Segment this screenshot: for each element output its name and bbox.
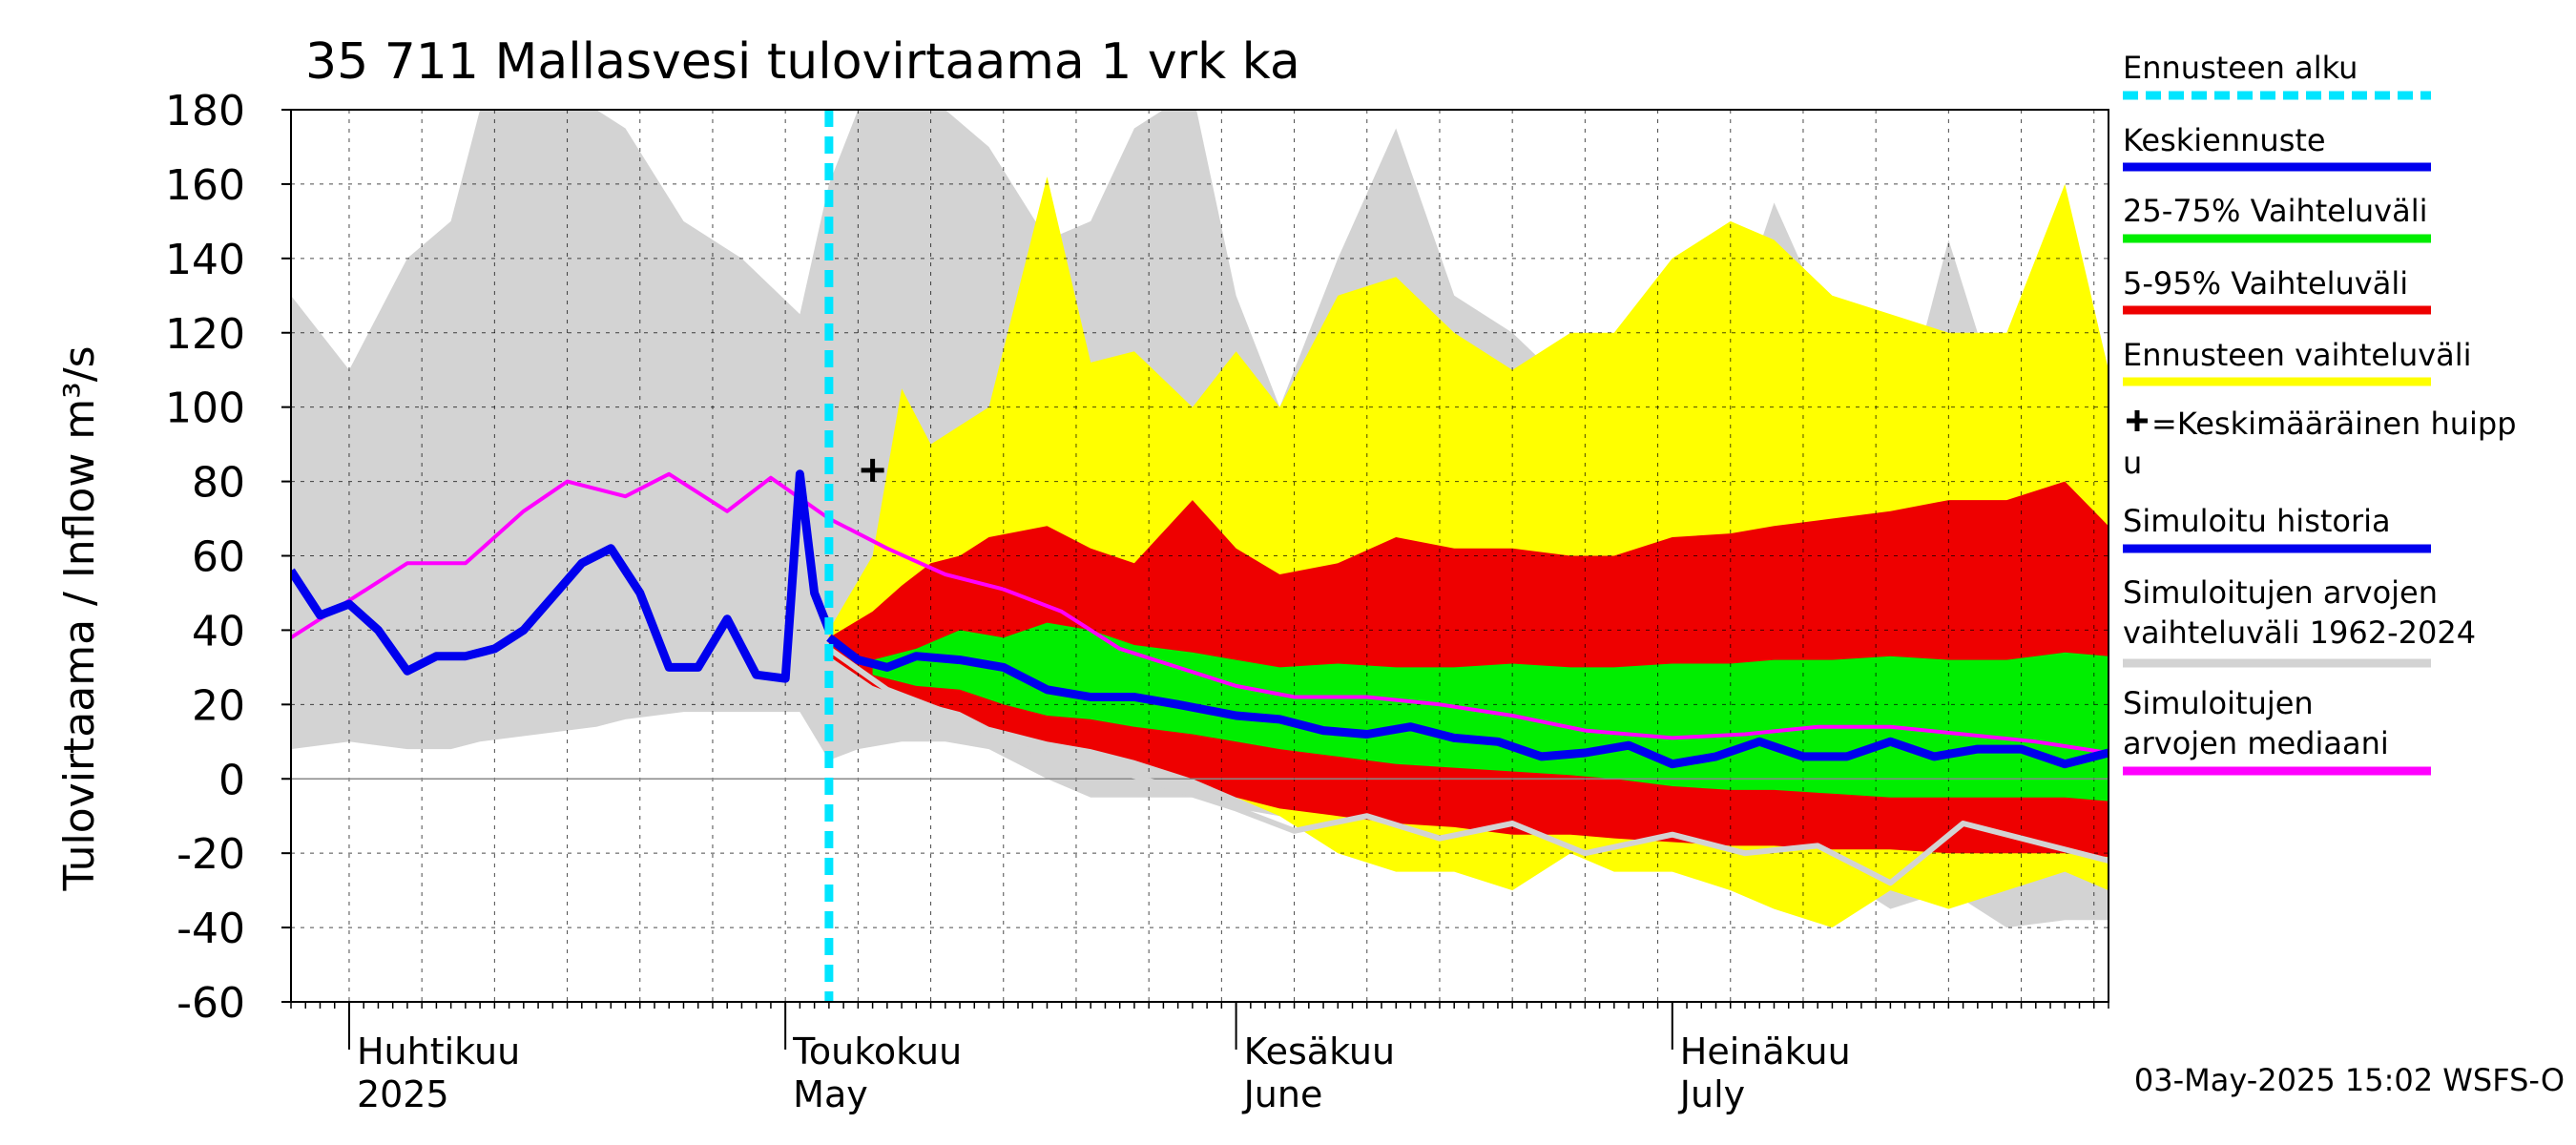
x-month-label: Toukokuu [792, 1030, 962, 1072]
grid [291, 110, 2109, 1002]
x-month-label-en: June [1242, 1073, 1323, 1115]
y-tick-label: 180 [165, 87, 245, 135]
line-median-forecast [826, 634, 2109, 769]
series-lines [291, 110, 2109, 1002]
legend-label: 5-95% Vaihteluväli [2123, 265, 2408, 302]
y-axis-label: Tulovirtaama / Inflow m³/s [55, 345, 104, 891]
legend-label: Keskiennuste [2123, 122, 2326, 158]
y-tick-label: 120 [165, 310, 245, 359]
legend-label: Simuloitujen [2123, 685, 2314, 721]
legend-label: Simuloitujen arvojen [2123, 574, 2438, 611]
line-simulated-low-history [827, 646, 2109, 886]
line-simulated-history [291, 469, 834, 683]
legend-marker-cross [2127, 410, 2148, 431]
legend-label-cont: arvojen mediaani [2123, 725, 2389, 761]
legend-label: Ennusteen vaihteluväli [2123, 337, 2472, 373]
y-tick-label: 20 [192, 681, 245, 730]
x-month-label-en: 2025 [357, 1073, 449, 1115]
x-month-label: Kesäkuu [1244, 1030, 1396, 1072]
footer-timestamp: 03-May-2025 15:02 WSFS-O [2134, 1062, 2565, 1098]
legend-label: Simuloitu historia [2123, 503, 2391, 539]
legend: Ennusteen alku Keskiennuste 25-75% Vaihtel… [2123, 50, 2517, 776]
legend-label-cont: u [2123, 445, 2142, 481]
x-month-label: Huhtikuu [357, 1030, 520, 1072]
y-tick-label: 0 [218, 756, 245, 804]
y-tick-label: 160 [165, 161, 245, 210]
legend-label: 25-75% Vaihteluväli [2123, 193, 2427, 229]
y-tick-label: 80 [192, 459, 245, 508]
y-tick-label: -60 [177, 979, 245, 1028]
x-month-label-en: May [793, 1073, 868, 1115]
y-tick-label: -20 [177, 830, 245, 879]
y-tick-label: -40 [177, 905, 245, 953]
y-tick-label: 60 [192, 533, 245, 582]
y-tick-label: 40 [192, 607, 245, 656]
x-month-label-en: July [1678, 1073, 1745, 1115]
mean-peak-marker [861, 458, 884, 482]
legend-label: =Keskimääräinen huipp [2151, 406, 2517, 442]
y-tick-label: 100 [165, 385, 245, 433]
x-month-label: Heinäkuu [1680, 1030, 1851, 1072]
legend-label: Ennusteen alku [2123, 50, 2358, 86]
chart-title: 35 711 Mallasvesi tulovirtaama 1 vrk ka [305, 33, 1300, 91]
range-bands [291, 110, 2109, 928]
axes: -60 -40 -20 0 20 40 60 80 100 120 140 160 180 Huhtiku… [165, 87, 2109, 1115]
y-tick-label: 140 [165, 236, 245, 284]
legend-label-cont: vaihteluväli 1962-2024 [2123, 614, 2476, 651]
line-historical-median [291, 471, 2109, 755]
